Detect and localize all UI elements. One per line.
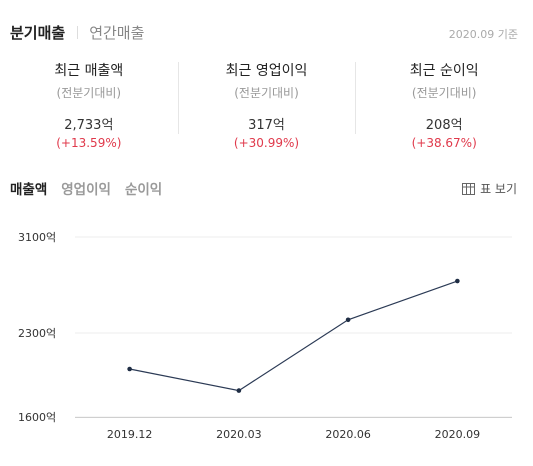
y-tick-label: 2300억 — [18, 327, 56, 340]
tab-operating-profit[interactable]: 영업이익 — [61, 182, 111, 198]
stat-subtitle: (전분기대비) — [411, 86, 477, 100]
stat-subtitle: (전분기대비) — [56, 86, 122, 100]
tab-divider — [77, 26, 79, 39]
stat-change: (+30.99%) — [233, 136, 300, 150]
as-of-date: 2020.09 기준 — [448, 28, 518, 41]
stat-change: (+13.59%) — [56, 136, 122, 150]
period-tabs: 분기매출 연간매출 — [10, 22, 144, 43]
stat-title: 최근 순이익 — [409, 63, 479, 79]
y-tick-label: 3100억 — [18, 231, 56, 244]
tab-net-profit[interactable]: 순이익 — [124, 182, 163, 198]
tab-annual-sales[interactable]: 연간매출 — [89, 24, 145, 42]
x-tick-label: 2020.03 — [216, 428, 262, 441]
tab-revenue[interactable]: 매출액 — [10, 182, 48, 198]
stat-title: 최근 영업이익 — [225, 63, 308, 79]
x-tick-label: 2020.06 — [325, 428, 371, 441]
stat-subtitle: (전분기대비) — [234, 86, 299, 100]
stat-net-profit: 최근 순이익 (전분기대비) 208억 (+38.67%) — [355, 58, 533, 150]
table-view-label: 표 보기 — [480, 182, 517, 196]
stat-value: 208억 — [425, 118, 463, 133]
x-tick-label: 2019.12 — [107, 428, 153, 441]
data-point — [345, 317, 351, 323]
data-point — [455, 278, 460, 284]
table-view-button[interactable]: 표 보기 — [462, 180, 517, 197]
revenue-line-chart: 1600억 2300억 3100억 2019.12 2020.03 2020.06 2020… — [18, 231, 512, 441]
x-tick-label: 2020.09 — [435, 428, 481, 441]
series-line — [129, 280, 458, 392]
stat-title: 최근 매출액 — [54, 63, 124, 79]
stat-value: 2,733억 — [64, 118, 114, 133]
data-point — [127, 366, 132, 372]
stat-operating-profit: 최근 영업이익 (전분기대비) 317억 (+30.99%) — [177, 58, 356, 150]
data-point — [236, 388, 242, 393]
stat-value: 317억 — [248, 118, 285, 133]
summary-stats: 최근 매출액 (전분기대비) 2,733억 (+13.59%) 최근 영업이익 … — [0, 58, 533, 150]
stat-revenue: 최근 매출액 (전분기대비) 2,733억 (+13.59%) — [0, 58, 178, 150]
y-tick-label: 1600억 — [18, 411, 56, 424]
table-icon — [462, 182, 476, 195]
tab-quarterly-sales[interactable]: 분기매출 — [10, 24, 66, 42]
stat-change: (+38.67%) — [411, 136, 477, 150]
metric-tabs: 매출액 영업이익 순이익 — [10, 178, 176, 198]
